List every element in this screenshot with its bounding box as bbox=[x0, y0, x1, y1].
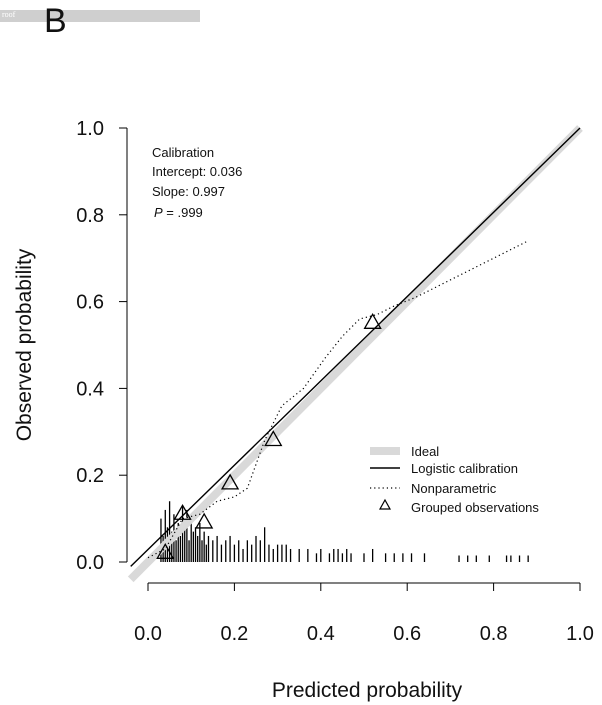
stats-p-label: P bbox=[154, 205, 163, 220]
y-tick-label: 0.2 bbox=[76, 465, 104, 487]
stats-heading: Calibration bbox=[152, 145, 214, 160]
panel-label: B bbox=[44, 2, 67, 40]
x-tick-label: 0.6 bbox=[393, 623, 421, 645]
stats-p-value: = .999 bbox=[163, 205, 203, 220]
series-nonparametric-line bbox=[147, 240, 529, 559]
legend-item-ideal: Ideal bbox=[411, 444, 439, 459]
y-tick-label: 1.0 bbox=[76, 118, 104, 140]
grouped-observation-point bbox=[156, 543, 175, 559]
stats-slope: Slope: 0.997 bbox=[152, 184, 225, 199]
grouped-observation-point bbox=[220, 473, 240, 490]
x-axis-title: Predicted probability bbox=[272, 679, 463, 702]
grouped-observation-point bbox=[195, 512, 214, 529]
series-layer bbox=[127, 125, 583, 583]
legend-item-grouped: Grouped observations bbox=[411, 500, 539, 515]
axes: 0.0 0.2 0.4 0.6 0.8 1.0 0.0 0.2 0.4 0.6 0.8 1.0 bbox=[76, 118, 594, 645]
grouped-observation-point bbox=[363, 312, 382, 329]
stats-intercept: Intercept: 0.036 bbox=[152, 164, 242, 179]
stats-p: P = .999 bbox=[154, 205, 203, 220]
calibration-stats: Calibration Intercept: 0.036 Slope: 0.99… bbox=[152, 145, 242, 220]
x-tick-label: 0.4 bbox=[307, 623, 335, 645]
y-tick-label: 0.6 bbox=[76, 292, 104, 314]
y-tick-label: 0.4 bbox=[76, 378, 104, 400]
x-tick-label: 1.0 bbox=[566, 623, 594, 645]
watermark-text: roof bbox=[2, 10, 16, 19]
legend-item-logistic: Logistic calibration bbox=[411, 461, 518, 476]
y-tick-label: 0.0 bbox=[76, 552, 104, 574]
x-tick-label: 0.0 bbox=[134, 623, 162, 645]
legend-item-nonparametric: Nonparametric bbox=[411, 481, 497, 496]
top-watermark-bar: roof bbox=[0, 10, 200, 22]
series-ideal-line bbox=[127, 125, 583, 583]
legend: Ideal Logistic calibration Nonparametric… bbox=[370, 444, 539, 515]
series-logistic-line bbox=[130, 127, 581, 567]
grouped-observation-point bbox=[264, 430, 283, 447]
legend-triangle-icon bbox=[378, 498, 392, 510]
y-axis-title: Observed probability bbox=[13, 248, 36, 441]
y-axis-ticks: 0.0 0.2 0.4 0.6 0.8 1.0 bbox=[76, 118, 127, 574]
x-axis-ticks: 0.0 0.2 0.4 0.6 0.8 1.0 bbox=[134, 583, 594, 645]
x-tick-label: 0.8 bbox=[480, 623, 508, 645]
x-tick-label: 0.2 bbox=[220, 623, 248, 645]
y-tick-label: 0.8 bbox=[76, 205, 104, 227]
grouped-observation-point bbox=[173, 503, 192, 520]
